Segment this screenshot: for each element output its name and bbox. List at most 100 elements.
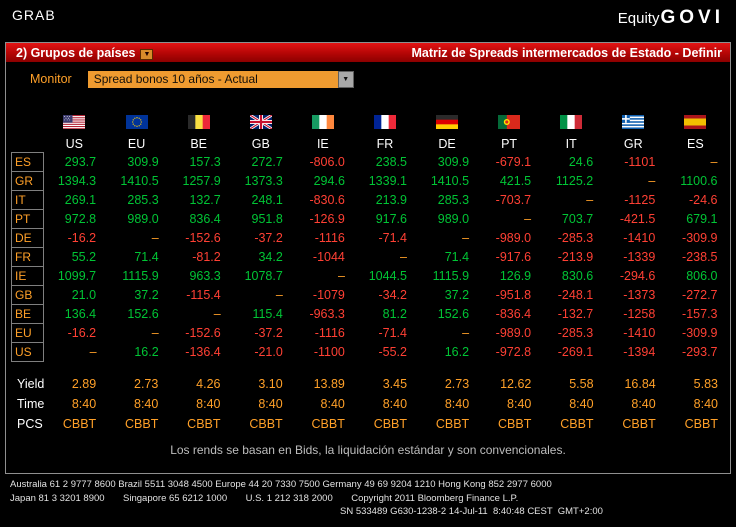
- column-header-de[interactable]: DE: [416, 114, 478, 152]
- matrix-cell: -132.7: [557, 306, 594, 321]
- stats-cell: CBBT: [560, 416, 594, 431]
- stats-cell: 8:40: [258, 396, 283, 411]
- column-header-ie[interactable]: IE: [292, 114, 354, 152]
- stats-cell: 8:40: [196, 396, 221, 411]
- matrix-cell: 37.2: [134, 287, 159, 302]
- matrix-cell: 21.0: [71, 287, 97, 302]
- column-header-be[interactable]: BE: [168, 114, 230, 152]
- stats-cell: 16.84: [624, 376, 656, 391]
- stats-cell: 3.45: [382, 376, 408, 391]
- matrix-cell: –: [586, 192, 594, 207]
- matrix-cell: -71.4: [378, 325, 407, 340]
- matrix-cell: 309.9: [437, 154, 470, 169]
- footnote: Los rends se basan en Bids, la liquidaci…: [170, 442, 566, 457]
- matrix-cell: -806.0: [309, 154, 345, 169]
- matrix-cell: 37.2: [444, 287, 470, 302]
- matrix-cell: –: [151, 230, 159, 245]
- matrix-row-fr: FR 55.2 71.4 -81.2 34.2 -1044 – 71.4 -917.6 -213.…: [11, 246, 727, 267]
- row-header-gr[interactable]: GR: [11, 170, 44, 191]
- stats-cell: CBBT: [622, 416, 656, 431]
- column-header-eu[interactable]: EU: [106, 114, 168, 152]
- column-header-us[interactable]: US: [44, 114, 106, 152]
- matrix-cell: -293.7: [682, 344, 718, 359]
- footer-line-3: SN 533489 G630-1238-2 14-Jul-11 8:40:48 …: [340, 506, 603, 517]
- matrix-cell: -830.6: [309, 192, 345, 207]
- screen-title: Matriz de Spreads intermercados de Estad…: [411, 45, 723, 60]
- matrix-cell: 285.3: [437, 192, 470, 207]
- chevron-down-icon[interactable]: ▼: [140, 48, 154, 60]
- matrix-cell: –: [213, 306, 221, 321]
- stats-cell: 2.73: [444, 376, 470, 391]
- flag-pt-icon: [498, 115, 521, 129]
- matrix-cell: -1101: [624, 154, 656, 169]
- spread-type-dropdown[interactable]: Spread bonos 10 años - Actual ▼: [87, 70, 354, 88]
- matrix-row-gr: GR 1394.3 1410.5 1257.9 1373.3 294.6 1339.1 141…: [11, 170, 727, 191]
- column-label: GB: [251, 137, 270, 151]
- stats-cell: 2.89: [71, 376, 97, 391]
- column-header-fr[interactable]: FR: [354, 114, 416, 152]
- row-header-it[interactable]: IT: [11, 189, 44, 210]
- matrix-cell: –: [337, 268, 345, 283]
- row-header-us[interactable]: US: [11, 341, 44, 362]
- footer-line-2: Japan 81 3 3201 8900 Singapore 65 6212 1…: [10, 492, 519, 504]
- matrix-row-pt: PT 972.8 989.0 836.4 951.8 -126.9 917.6 989.0 – 7…: [11, 208, 727, 229]
- column-header-it[interactable]: IT: [540, 114, 602, 152]
- matrix-cell: 703.7: [561, 211, 594, 226]
- stats-label-yield: Yield: [17, 376, 45, 391]
- matrix-cell: -37.2: [254, 230, 283, 245]
- row-header-pt[interactable]: PT: [11, 208, 44, 229]
- matrix-cell: 963.3: [189, 268, 221, 283]
- dropdown-arrow-button[interactable]: ▼: [337, 70, 354, 88]
- matrix-cell: -1394: [623, 344, 656, 359]
- stats-label-time: Time: [17, 396, 45, 411]
- matrix-cell: 830.6: [561, 268, 594, 283]
- column-header-es[interactable]: ES: [664, 114, 726, 152]
- flag-gr-icon: [622, 115, 645, 129]
- column-header-pt[interactable]: PT: [478, 114, 540, 152]
- stats-cell: 5.83: [693, 376, 718, 391]
- matrix-cell: -421.5: [619, 211, 656, 226]
- matrix-cell: 81.2: [382, 306, 407, 321]
- stats-cell: 8:40: [693, 396, 718, 411]
- matrix-cell: -1125: [624, 192, 656, 207]
- footer: Australia 61 2 9777 8600 Brazil 5511 304…: [0, 474, 736, 519]
- row-header-fr[interactable]: FR: [11, 246, 44, 267]
- matrix-cell: -1410: [623, 230, 656, 245]
- matrix-cell: 126.9: [499, 268, 532, 283]
- column-header-gb[interactable]: GB: [230, 114, 292, 152]
- matrix-cell: 1339.1: [368, 173, 407, 188]
- matrix-corner: [12, 114, 44, 152]
- row-header-be[interactable]: BE: [11, 303, 44, 324]
- matrix-cell: -972.8: [495, 344, 532, 359]
- matrix-cell: –: [151, 325, 159, 340]
- stats-cell: 3.10: [258, 376, 283, 391]
- matrix-cell: -309.9: [682, 325, 718, 340]
- stats-cell: 8:40: [444, 396, 470, 411]
- stats-label-pcs: PCS: [17, 416, 43, 431]
- matrix-cell: -21.0: [254, 344, 283, 359]
- column-label: BE: [190, 137, 208, 151]
- column-label: FR: [376, 137, 394, 151]
- matrix-cell: 213.9: [375, 192, 407, 207]
- stats-row-yield: Yield 2.89 2.73 4.26 3.10 13.89 3.45 2.73 12.62 5…: [11, 374, 727, 394]
- row-header-eu[interactable]: EU: [11, 322, 44, 343]
- matrix-cell: -272.7: [682, 287, 718, 302]
- stats-cell: 8:40: [71, 396, 97, 411]
- column-header-gr[interactable]: GR: [602, 114, 664, 152]
- matrix-row-gb: GB 21.0 37.2 -115.4 – -1079 -34.2 37.2 -951.8 -24…: [11, 284, 727, 305]
- column-label: IE: [316, 137, 329, 151]
- row-header-gb[interactable]: GB: [11, 284, 44, 305]
- row-header-de[interactable]: DE: [11, 227, 44, 248]
- matrix-cell: 152.6: [437, 306, 470, 321]
- matrix-cell: 132.7: [189, 192, 221, 207]
- row-header-ie[interactable]: IE: [11, 265, 44, 286]
- dropdown-selected-value[interactable]: Spread bonos 10 años - Actual: [87, 70, 338, 88]
- matrix-cell: 16.2: [134, 344, 159, 359]
- matrix-cell: -917.6: [495, 249, 532, 264]
- row-header-es[interactable]: ES: [11, 151, 44, 172]
- matrix-cell: –: [648, 173, 656, 188]
- group-menu-button[interactable]: 2) Grupos de países ▼: [16, 45, 154, 60]
- stats-cell: CBBT: [684, 416, 718, 431]
- matrix-cell: -963.3: [309, 306, 345, 321]
- group-menu-label: 2) Grupos de países: [16, 45, 136, 60]
